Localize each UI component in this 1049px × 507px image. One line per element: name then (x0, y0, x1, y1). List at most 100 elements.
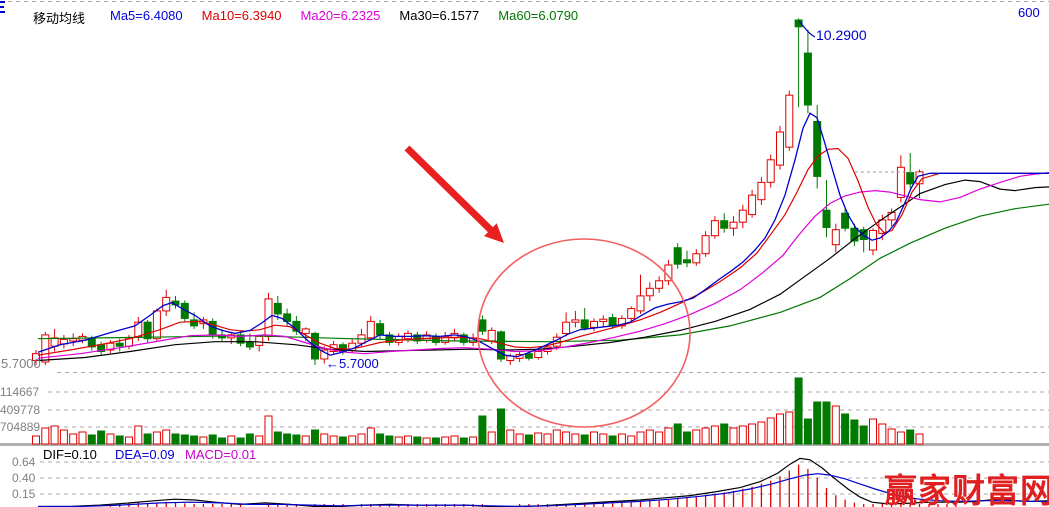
candle-body (115, 342, 124, 347)
volume-bar (459, 437, 468, 445)
volume-bar (143, 433, 152, 445)
candle-body (766, 159, 775, 183)
candle-body (562, 321, 571, 335)
volume-bar (673, 423, 682, 445)
volume-bar (208, 434, 217, 445)
volume-bar (255, 435, 264, 445)
indicator-title: 移动均线 (33, 11, 86, 26)
volume-bar (78, 431, 87, 445)
volume-bar (748, 423, 757, 445)
volume-bar (627, 435, 636, 445)
macd-value-label: MACD=0.01 (185, 447, 257, 462)
ma-legend-item: Ma30=6.1577 (399, 8, 480, 23)
volume-bar (357, 433, 366, 445)
macd-axis-label: 0.40 (12, 471, 36, 485)
volume-bar (580, 434, 589, 445)
candle-body (645, 287, 654, 297)
volume-bar (413, 436, 422, 445)
candle-body (283, 313, 292, 322)
volume-bar (552, 429, 561, 445)
candle-body (459, 334, 468, 343)
candle-body (673, 247, 682, 265)
volume-bar (487, 431, 496, 445)
candle-body (236, 334, 245, 344)
volume-bar (822, 401, 831, 445)
volume-bar (245, 433, 254, 445)
candle-body (69, 338, 78, 342)
dif-value-label: DIF=0.10 (43, 447, 97, 462)
candle-body (32, 353, 40, 362)
volume-bar (227, 435, 236, 445)
volume-bar (915, 433, 924, 445)
volume-bar (720, 423, 729, 445)
candle-body (831, 229, 840, 246)
volume-bar (608, 435, 617, 445)
volume-bar (636, 431, 645, 445)
volume-bar (264, 415, 273, 445)
volume-bar (524, 434, 533, 445)
volume-bar (404, 435, 412, 445)
volume-bar (590, 431, 598, 445)
volume-bar (106, 433, 115, 445)
volume-bar (162, 429, 171, 445)
candle-body (803, 52, 812, 106)
candle-body (50, 337, 59, 347)
volume-bar (906, 429, 915, 445)
volume-bar (59, 429, 68, 445)
volume-bar (543, 433, 552, 445)
candle-body (748, 194, 757, 216)
volume-bar (729, 427, 738, 445)
panel-divider (0, 443, 1049, 446)
candle-body (245, 342, 254, 348)
candle-body (385, 334, 394, 343)
volume-bar (766, 417, 775, 445)
candle-body (152, 310, 161, 340)
high-price-marker: 10.2900 (816, 27, 867, 43)
candle-body (534, 351, 543, 358)
candle-body (683, 259, 691, 264)
volume-bar (534, 432, 543, 445)
candle-body (413, 334, 422, 342)
candle-body (627, 308, 636, 319)
candle-body (841, 212, 850, 229)
volume-bar (50, 425, 59, 445)
candle-body (785, 94, 794, 148)
volume-bar (813, 401, 822, 445)
macd-axis-label: 0.64 (12, 455, 36, 469)
candle-body (524, 353, 533, 359)
volume-bar (422, 437, 431, 445)
candle-body (590, 320, 598, 328)
volume-bar (385, 435, 394, 445)
ma30-line (37, 179, 1049, 362)
ma5-line (37, 112, 1049, 358)
volume-bar (683, 431, 691, 445)
volume-bar (506, 429, 515, 445)
volume-bar (701, 427, 710, 445)
volume-bar (478, 415, 487, 445)
volume-bar (41, 427, 50, 445)
candle-body (580, 319, 589, 329)
volume-bar (320, 433, 329, 445)
ma-legend-item: Ma60=6.0790 (498, 8, 579, 23)
volume-axis-label: 114667 (0, 385, 40, 399)
candle-body (599, 318, 608, 323)
volume-bar (115, 435, 124, 445)
volume-bar (376, 433, 385, 445)
candle-body (701, 235, 710, 255)
highlight-circle (477, 238, 691, 428)
volume-bar (329, 435, 338, 445)
volume-bar (859, 425, 868, 445)
candle-body (273, 302, 282, 315)
volume-bar (515, 433, 524, 445)
volume-bar (338, 436, 347, 445)
candle-body (655, 280, 664, 289)
candle-body (710, 220, 719, 237)
volume-bar (125, 436, 133, 445)
volume-bar (366, 427, 375, 445)
macd-axis-label: 0.15 (12, 487, 36, 501)
screen-corner-artifact (0, 0, 6, 17)
volume-bar (896, 431, 905, 445)
ma20-line (37, 172, 1049, 359)
volume-bar (292, 434, 301, 445)
